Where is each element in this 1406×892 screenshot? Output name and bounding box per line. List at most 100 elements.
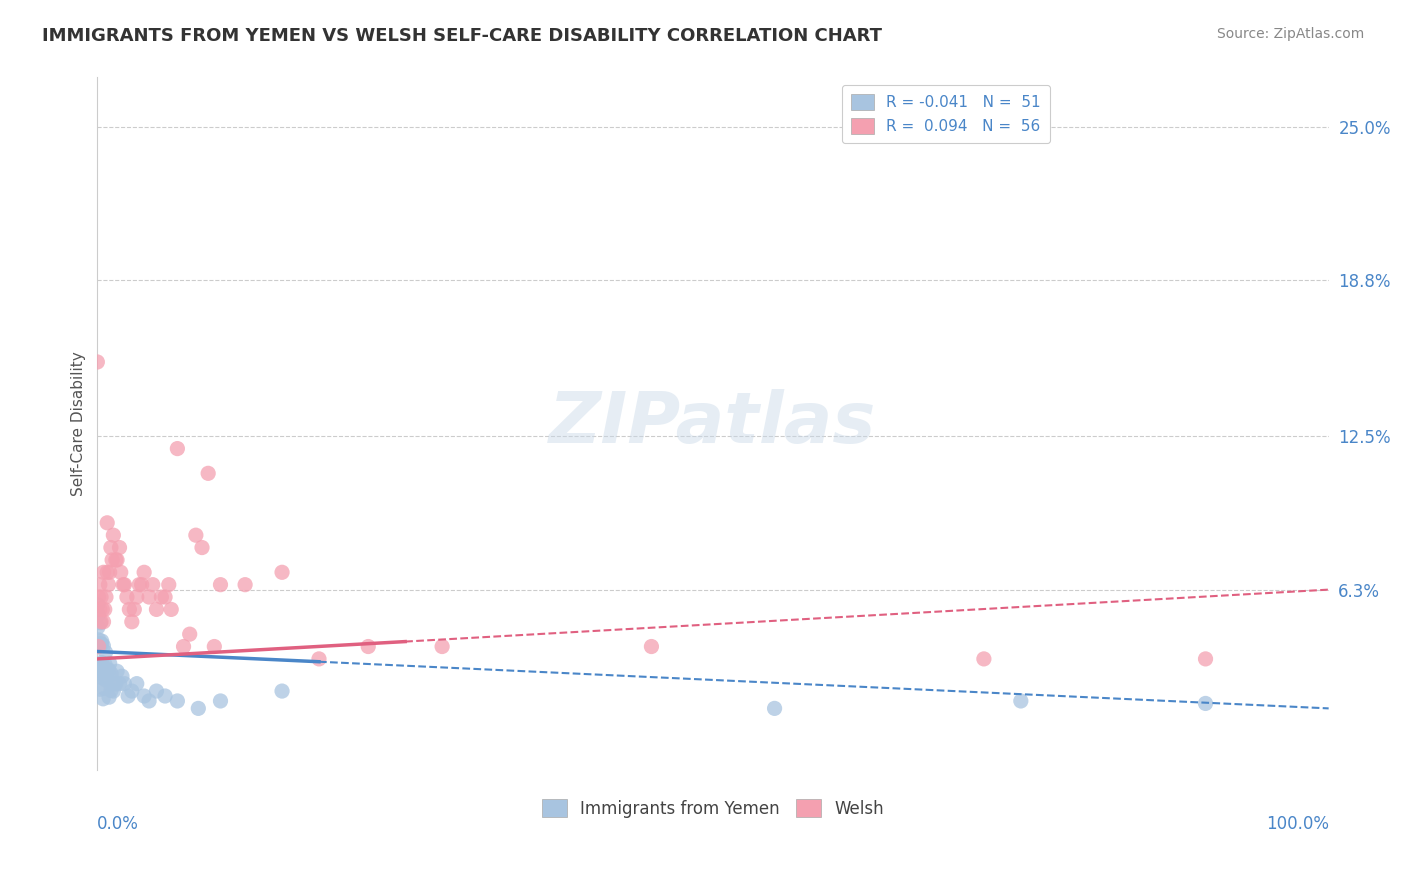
Point [87,640,110,654]
Point [94,657,117,672]
Point [115,590,138,604]
Point [134,566,156,580]
Point [430,640,453,654]
Point [103,528,125,542]
Point [173,640,195,654]
Point [90,615,112,629]
Point [131,577,153,591]
Point [91,602,114,616]
Point [103,684,125,698]
Point [1010,694,1032,708]
Point [98,566,121,580]
Point [104,553,127,567]
Point [96,671,118,685]
Point [197,467,219,481]
Point [93,602,115,616]
Point [357,640,380,654]
Point [94,645,117,659]
Point [89,615,111,630]
Point [100,666,122,681]
Point [87,632,110,647]
Point [89,577,111,591]
Point [1194,697,1216,711]
Point [138,590,160,604]
Point [187,701,209,715]
Point [110,566,132,580]
Point [145,602,167,616]
Point [118,602,141,616]
Point [90,656,112,670]
Point [98,663,121,677]
Point [105,553,128,567]
Point [104,676,127,690]
Point [87,607,110,622]
Point [101,553,124,567]
Text: 0.0%: 0.0% [97,814,139,833]
Point [87,620,110,634]
Point [153,590,176,604]
Point [94,590,117,604]
Point [125,590,148,604]
Point [157,577,180,591]
Point [89,637,111,651]
Point [166,442,188,456]
Point [153,689,176,703]
Point [209,694,232,708]
Point [93,566,115,580]
Point [96,663,118,677]
Point [93,639,115,653]
Point [98,690,121,705]
Point [87,658,110,673]
Point [138,694,160,708]
Point [973,652,995,666]
Point [90,637,112,651]
Point [124,602,146,616]
Point [160,602,183,616]
Point [91,665,114,679]
Point [111,669,134,683]
Point [271,566,294,580]
Point [96,516,118,530]
Point [87,667,110,681]
Point [179,627,201,641]
Point [128,577,150,591]
Point [100,683,122,698]
Point [145,684,167,698]
Point [763,701,786,715]
Point [98,657,121,671]
Point [90,590,112,604]
Text: 100.0%: 100.0% [1265,814,1329,833]
Legend: Immigrants from Yemen, Welsh: Immigrants from Yemen, Welsh [536,793,891,824]
Point [108,541,131,555]
Point [94,673,117,687]
Point [112,577,135,591]
Point [93,615,115,629]
Point [90,671,112,685]
Point [640,640,662,654]
Text: IMMIGRANTS FROM YEMEN VS WELSH SELF-CARE DISABILITY CORRELATION CHART: IMMIGRANTS FROM YEMEN VS WELSH SELF-CARE… [42,27,882,45]
Point [90,634,112,648]
Point [90,657,112,672]
Point [104,676,127,690]
Point [86,355,108,369]
Point [150,590,173,604]
Point [1194,652,1216,666]
Point [184,528,207,542]
Point [142,577,165,591]
Point [86,638,108,652]
Text: Source: ZipAtlas.com: Source: ZipAtlas.com [1216,27,1364,41]
Point [209,577,232,591]
Text: ZIPatlas: ZIPatlas [550,389,877,458]
Y-axis label: Self-Care Disability: Self-Care Disability [72,351,86,496]
Point [233,577,256,591]
Point [89,682,111,697]
Point [93,664,115,678]
Point [166,694,188,708]
Point [100,541,122,555]
Point [121,684,143,698]
Point [87,598,110,612]
Point [87,590,110,604]
Point [308,652,330,666]
Point [117,689,139,703]
Point [114,577,136,591]
